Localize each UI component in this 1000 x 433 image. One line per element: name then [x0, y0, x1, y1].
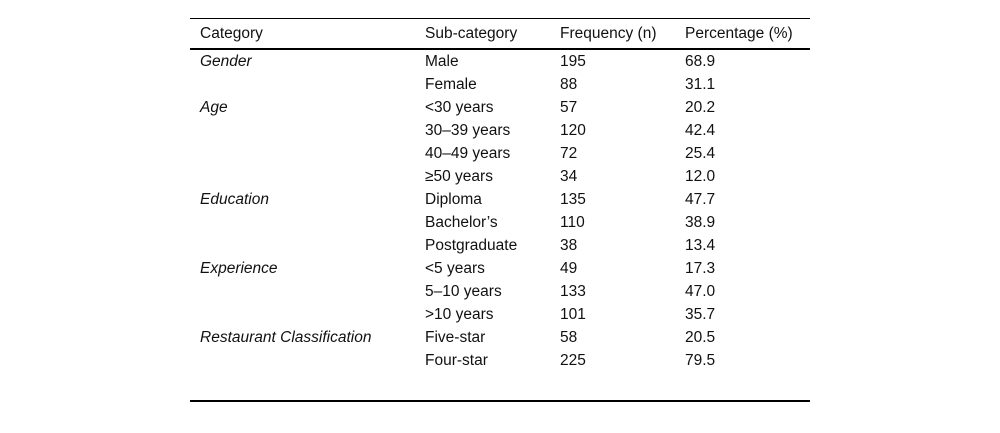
frequency-cell: 49 — [560, 260, 578, 277]
frequency-cell: 195 — [560, 53, 586, 70]
percentage-cell: 35.7 — [685, 306, 716, 323]
table-row: Bachelor’s 110 38.9 — [190, 211, 810, 234]
table-row: Postgraduate 38 13.4 — [190, 234, 810, 257]
category-cell — [190, 119, 415, 142]
header-category: Category — [190, 18, 415, 50]
percentage-cell: 12.0 — [685, 168, 716, 185]
subcategory-cell: Five-star — [425, 329, 486, 346]
percentage-cell: 31.1 — [685, 76, 716, 93]
percentage-cell: 68.9 — [685, 53, 716, 70]
subcategory-cell: Diploma — [425, 191, 482, 208]
table-row: 5–10 years 133 47.0 — [190, 280, 810, 303]
category-cell — [190, 165, 415, 188]
category-cell: Education — [200, 191, 269, 208]
category-cell — [190, 234, 415, 257]
percentage-cell: 42.4 — [685, 122, 716, 139]
subcategory-cell: Bachelor’s — [425, 214, 498, 231]
header-frequency: Frequency (n) — [550, 18, 675, 50]
header-row: Category Sub-category Frequency (n) Perc… — [190, 18, 810, 50]
header-subcategory: Sub-category — [415, 18, 550, 50]
category-cell: Age — [200, 99, 228, 116]
category-cell — [190, 211, 415, 234]
subcategory-cell: <30 years — [425, 99, 494, 116]
table-row: 40–49 years 72 25.4 — [190, 142, 810, 165]
frequency-cell: 135 — [560, 191, 586, 208]
table-row: 30–39 years 120 42.4 — [190, 119, 810, 142]
frequency-cell: 72 — [560, 145, 578, 162]
subcategory-cell: Four-star — [425, 352, 488, 369]
percentage-cell: 20.2 — [685, 99, 716, 116]
percentage-cell: 47.7 — [685, 191, 716, 208]
frequency-cell: 58 — [560, 329, 578, 346]
frequency-cell: 101 — [560, 306, 586, 323]
category-cell — [190, 142, 415, 165]
table-row: Four-star 225 79.5 — [190, 349, 810, 372]
category-cell — [190, 280, 415, 303]
category-cell: Restaurant Classification — [200, 329, 372, 346]
table-row: Gender Male 195 68.9 — [190, 49, 810, 73]
frequency-cell: 225 — [560, 352, 586, 369]
percentage-cell: 25.4 — [685, 145, 716, 162]
table-row: ≥50 years 34 12.0 — [190, 165, 810, 188]
subcategory-cell: >10 years — [425, 306, 494, 323]
table-row: Female 88 31.1 — [190, 73, 810, 96]
frequency-cell: 34 — [560, 168, 578, 185]
table-bottom-rule — [190, 400, 810, 402]
table-row: Restaurant Classification Five-star 58 2… — [190, 326, 810, 349]
header-percentage: Percentage (%) — [675, 18, 810, 50]
frequency-cell: 38 — [560, 237, 578, 254]
table-row: Experience <5 years 49 17.3 — [190, 257, 810, 280]
demographics-table-container: Category Sub-category Frequency (n) Perc… — [190, 18, 810, 402]
percentage-cell: 17.3 — [685, 260, 716, 277]
percentage-cell: 79.5 — [685, 352, 716, 369]
category-cell — [190, 349, 415, 372]
percentage-cell: 13.4 — [685, 237, 716, 254]
frequency-cell: 110 — [560, 214, 585, 231]
frequency-cell: 88 — [560, 76, 578, 93]
table-row: >10 years 101 35.7 — [190, 303, 810, 326]
category-cell: Gender — [200, 53, 252, 70]
subcategory-cell: Postgraduate — [425, 237, 518, 254]
table-row: Education Diploma 135 47.7 — [190, 188, 810, 211]
percentage-cell: 38.9 — [685, 214, 716, 231]
subcategory-cell: 5–10 years — [425, 283, 502, 300]
percentage-cell: 20.5 — [685, 329, 716, 346]
frequency-cell: 120 — [560, 122, 586, 139]
demographics-table: Category Sub-category Frequency (n) Perc… — [190, 18, 810, 372]
frequency-cell: 57 — [560, 99, 578, 116]
subcategory-cell: Male — [425, 53, 459, 70]
category-cell — [190, 73, 415, 96]
frequency-cell: 133 — [560, 283, 586, 300]
subcategory-cell: <5 years — [425, 260, 485, 277]
table-row: Age <30 years 57 20.2 — [190, 96, 810, 119]
percentage-cell: 47.0 — [685, 283, 716, 300]
subcategory-cell: 40–49 years — [425, 145, 511, 162]
subcategory-cell: Female — [425, 76, 477, 93]
subcategory-cell: ≥50 years — [425, 168, 493, 185]
category-cell — [190, 303, 415, 326]
table-bottom-spacer — [190, 372, 810, 400]
category-cell: Experience — [200, 260, 278, 277]
subcategory-cell: 30–39 years — [425, 122, 511, 139]
